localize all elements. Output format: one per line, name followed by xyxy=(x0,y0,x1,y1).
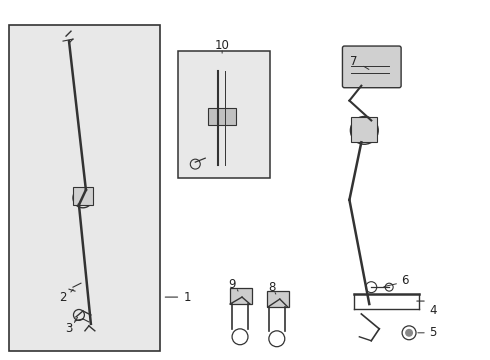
Text: 8: 8 xyxy=(268,281,275,294)
Text: 7: 7 xyxy=(350,55,357,68)
Circle shape xyxy=(405,329,413,337)
Bar xyxy=(73,187,93,205)
Text: 4: 4 xyxy=(429,305,437,318)
Text: 3: 3 xyxy=(65,322,73,336)
Text: 6: 6 xyxy=(401,274,409,287)
Text: 5: 5 xyxy=(429,326,436,339)
Text: 10: 10 xyxy=(215,39,230,51)
Text: 2: 2 xyxy=(59,291,67,303)
Bar xyxy=(208,108,236,125)
Bar xyxy=(230,288,252,304)
Bar xyxy=(9,25,161,351)
Text: 9: 9 xyxy=(228,278,236,291)
Bar xyxy=(267,291,289,307)
FancyBboxPatch shape xyxy=(343,46,401,88)
Bar xyxy=(351,117,377,142)
Text: 1: 1 xyxy=(183,291,191,303)
Bar xyxy=(178,51,270,178)
